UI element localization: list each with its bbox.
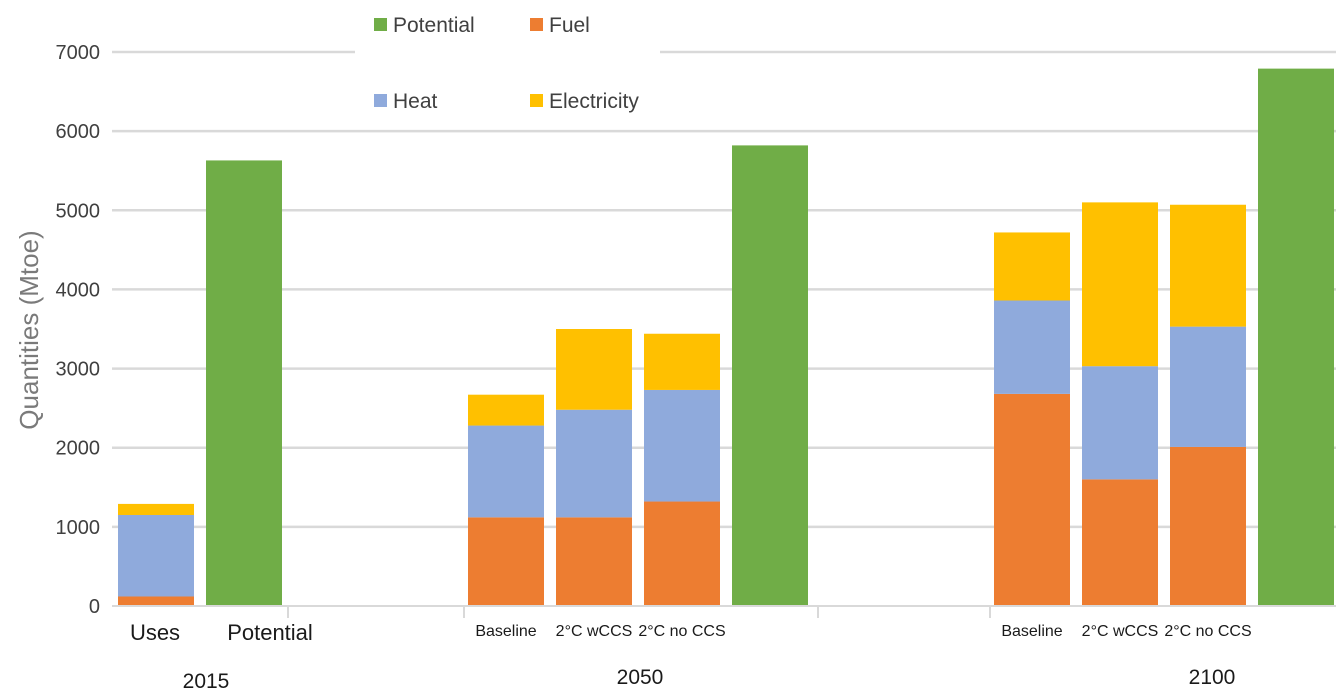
- x-group-label: 2015: [183, 670, 230, 689]
- x-category-label: 2°C wCCS: [556, 623, 633, 640]
- y-tick-label: 3000: [56, 359, 101, 381]
- bar-segment-fuel: [556, 517, 632, 606]
- bar-segment-fuel: [644, 501, 720, 606]
- x-category-label: 2°C no CCS: [638, 623, 725, 640]
- bar-segment-heat: [468, 425, 544, 518]
- y-axis-label: Quantities (Mtoe): [14, 230, 44, 429]
- y-tick-label: 5000: [56, 200, 101, 222]
- bar-segment-heat: [1170, 326, 1246, 447]
- bar-segment-potential: [1258, 68, 1334, 607]
- legend-swatch: [374, 18, 387, 31]
- y-tick-label: 2000: [56, 438, 101, 460]
- bar-segment-heat: [556, 409, 632, 518]
- x-axis-labels: Uses Potential 2015 Baseline 2°C wCCS 2°C no …: [130, 606, 1252, 689]
- legend-label: Fuel: [549, 14, 590, 37]
- bar-segment-electricity: [1082, 202, 1158, 367]
- bar-segment-electricity: [644, 333, 720, 390]
- legend-label: Electricity: [549, 90, 639, 113]
- bar-segment-fuel: [468, 517, 544, 606]
- legend-swatch: [374, 94, 387, 107]
- bar-segment-electricity: [994, 232, 1070, 301]
- bar-segment-fuel: [1170, 446, 1246, 606]
- x-category-label: Baseline: [475, 623, 536, 640]
- x-category-label: Baseline: [1001, 623, 1062, 640]
- y-axis-ticks: 0 1000 2000 3000 4000 5000 6000 7000: [56, 42, 101, 618]
- x-category-label: Uses: [130, 620, 180, 645]
- y-tick-label: 6000: [56, 121, 101, 143]
- bar-segment-electricity: [468, 394, 544, 426]
- legend-label: Heat: [393, 90, 438, 113]
- y-tick-label: 4000: [56, 279, 101, 301]
- legend: Potential Fuel Heat Electricity: [374, 14, 639, 113]
- bar-segment-electricity: [556, 329, 632, 410]
- bar-segment-heat: [1082, 366, 1158, 480]
- legend-swatch: [530, 18, 543, 31]
- bar-segment-potential: [732, 145, 808, 607]
- bar-segment-electricity: [118, 503, 194, 515]
- x-group-label: 2100: [1189, 666, 1236, 689]
- bar-segment-fuel: [994, 393, 1070, 606]
- y-tick-label: 1000: [56, 517, 101, 539]
- legend-label: Potential: [393, 14, 475, 37]
- x-category-label: 2°C no CCS: [1164, 623, 1251, 640]
- legend-swatch: [530, 94, 543, 107]
- bar-segment-heat: [118, 514, 194, 597]
- bar-segment-potential: [206, 160, 282, 606]
- bar-segment-electricity: [1170, 204, 1246, 327]
- bar-segment-heat: [994, 300, 1070, 394]
- x-group-label: 2050: [617, 666, 664, 689]
- x-category-label: 2°C wCCS: [1082, 623, 1159, 640]
- bar-segment-fuel: [118, 596, 194, 606]
- bars: [118, 68, 1334, 607]
- y-tick-label: 0: [89, 596, 100, 618]
- y-tick-label: 7000: [56, 42, 101, 64]
- bar-segment-fuel: [1082, 479, 1158, 606]
- x-category-label: Potential: [227, 620, 313, 645]
- bar-segment-heat: [644, 389, 720, 502]
